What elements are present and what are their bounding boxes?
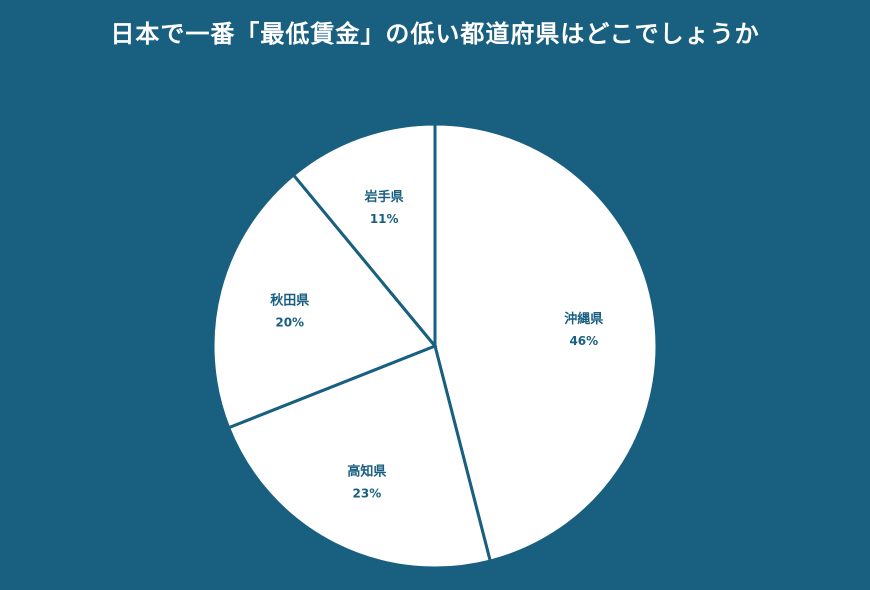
pie-slices — [211, 122, 659, 570]
slice-label-3: 岩手県 — [364, 189, 404, 205]
pie-slice-3 — [291, 122, 437, 351]
pie-slice-2 — [211, 172, 438, 430]
slice-value-label-1: 23% — [353, 487, 382, 501]
pie-slice-1 — [226, 343, 493, 570]
slice-label-2: 秋田県 — [270, 293, 309, 309]
pie-labels: 沖縄県 46% 高知県 23% 秋田県 20% 岩手県 11% — [270, 189, 603, 501]
slice-label-1: 高知県 — [347, 464, 386, 480]
slice-value-label-2: 20% — [275, 316, 304, 330]
slice-label-0: 沖縄県 — [564, 311, 603, 327]
slice-value-label-3: 11% — [370, 212, 399, 226]
chart-title: 日本で一番「最低賃金」の低い都道府県はどこでしょうか — [110, 20, 760, 48]
slice-value-label-0: 46% — [569, 334, 598, 348]
pie-slice-0 — [433, 122, 659, 563]
